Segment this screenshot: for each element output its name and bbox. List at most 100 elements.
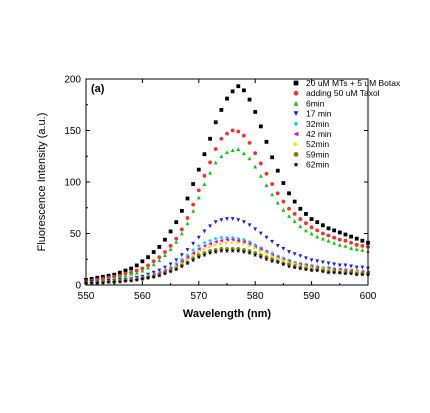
- data-point: [315, 268, 320, 273]
- data-point: [326, 226, 331, 231]
- data-point: [242, 239, 246, 244]
- data-point: [174, 261, 179, 266]
- data-point: [349, 264, 353, 269]
- data-point: [242, 241, 246, 246]
- data-point: [343, 232, 348, 237]
- data-point: [196, 167, 201, 172]
- data-point: [100, 280, 106, 285]
- data-point: [168, 243, 173, 248]
- data-point: [281, 247, 286, 251]
- data-point: [230, 237, 235, 242]
- data-point: [281, 199, 286, 204]
- data-point: [298, 224, 303, 229]
- data-point: [230, 128, 235, 133]
- legend-label: 42 min: [306, 129, 332, 139]
- data-point: [146, 263, 150, 268]
- data-point: [275, 260, 280, 265]
- data-point: [332, 240, 337, 245]
- data-point: [151, 270, 156, 275]
- data-point: [337, 263, 342, 268]
- x-tick-label: 550: [78, 291, 95, 302]
- data-point: [179, 259, 184, 264]
- data-point: [304, 221, 308, 226]
- data-point: [270, 192, 275, 197]
- data-point: [354, 242, 359, 247]
- data-point: [354, 247, 359, 251]
- data-point: [247, 250, 252, 255]
- data-point: [202, 252, 207, 257]
- data-point: [253, 246, 258, 250]
- data-point: [168, 229, 173, 234]
- data-point: [213, 249, 218, 254]
- data-point: [315, 259, 320, 264]
- legend-marker: [293, 101, 299, 106]
- data-point: [163, 250, 167, 254]
- data-point: [174, 220, 179, 225]
- data-point: [168, 247, 173, 251]
- data-point: [225, 131, 229, 136]
- x-tick-label: 600: [360, 291, 377, 302]
- legend-label: 6min: [306, 98, 325, 108]
- data-point: [179, 253, 184, 258]
- data-point: [343, 238, 348, 243]
- data-point: [309, 231, 314, 236]
- data-point: [179, 264, 185, 269]
- data-point: [298, 266, 303, 271]
- data-point: [117, 270, 122, 275]
- y-tick-label: 0: [75, 281, 81, 292]
- data-point: [157, 273, 162, 278]
- data-point: [292, 219, 297, 224]
- data-point: [247, 241, 252, 246]
- data-point: [287, 191, 291, 196]
- data-point: [343, 243, 348, 248]
- data-point: [157, 258, 162, 263]
- data-point: [360, 272, 365, 277]
- legend-marker: [293, 90, 299, 96]
- legend-label: 52min: [306, 139, 329, 149]
- data-point: [247, 223, 252, 228]
- data-point: [117, 279, 123, 284]
- data-point: [196, 195, 201, 200]
- data-point: [213, 220, 218, 225]
- data-point: [185, 261, 190, 266]
- data-point: [270, 251, 275, 255]
- data-point: [236, 240, 241, 245]
- data-point: [106, 279, 111, 284]
- data-point: [258, 173, 263, 178]
- data-point: [303, 267, 309, 272]
- data-point: [185, 196, 190, 201]
- series-5: [84, 237, 370, 285]
- data-point: [270, 182, 275, 186]
- data-point: [208, 224, 212, 229]
- data-point: [230, 217, 235, 221]
- data-point: [219, 241, 224, 246]
- x-axis-ticks: 550 560 570 580 590 600: [78, 79, 377, 302]
- data-point: [242, 151, 246, 156]
- data-point: [247, 156, 252, 161]
- data-point: [208, 136, 212, 141]
- legend-item: 32min: [293, 119, 329, 129]
- data-point: [292, 212, 297, 216]
- data-point: [134, 277, 139, 282]
- data-point: [298, 217, 303, 221]
- data-point: [208, 238, 212, 243]
- data-point: [253, 110, 258, 114]
- data-point: [298, 261, 303, 266]
- legend-label: 62min: [306, 160, 329, 170]
- data-point: [89, 276, 94, 281]
- legend-label: 32min: [306, 119, 329, 129]
- legend-label: 59min: [306, 149, 329, 159]
- legend-item: 52min: [293, 139, 329, 149]
- data-point: [320, 260, 325, 265]
- data-point: [292, 199, 297, 204]
- legend-marker: [293, 152, 299, 157]
- y-axis-title: Fluorescence Intensity (a.u.): [36, 113, 48, 252]
- data-point: [196, 254, 201, 260]
- data-point: [236, 84, 241, 89]
- legend-marker: [293, 121, 299, 127]
- data-point: [202, 243, 207, 248]
- data-point: [196, 235, 201, 240]
- data-point: [320, 236, 325, 241]
